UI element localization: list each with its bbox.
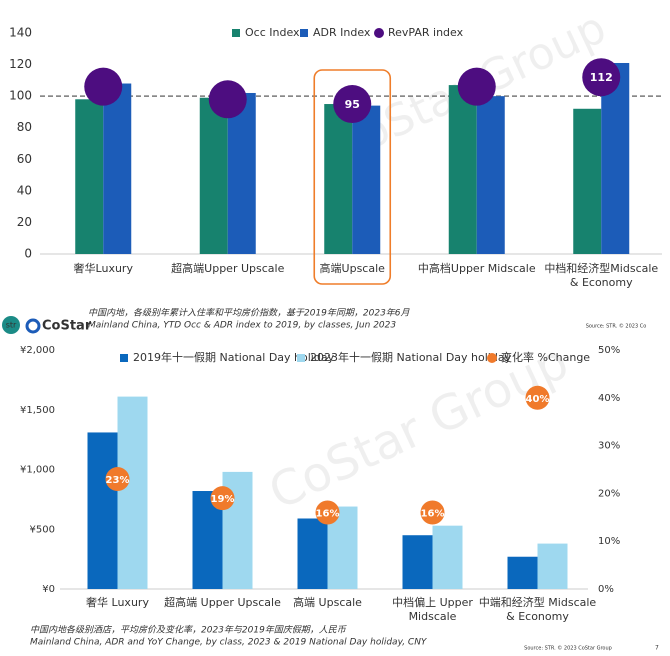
bar xyxy=(476,96,505,255)
bar xyxy=(432,525,463,589)
bar xyxy=(573,108,602,255)
y-tick-label: 20 xyxy=(17,215,32,229)
x-tick-label: 奢华 Luxury xyxy=(86,596,149,609)
bar xyxy=(87,432,118,589)
y2-tick-label: 10% xyxy=(598,536,620,547)
legend-label: 变化率 %Change xyxy=(501,350,590,364)
note: 中国内地各级别酒店，平均房价及变化率，2023年与2019年国庆假期，人民币 xyxy=(30,625,347,636)
bar xyxy=(537,543,568,589)
bar xyxy=(297,518,328,589)
dot xyxy=(333,85,372,124)
y2-tick-label: 30% xyxy=(598,441,620,452)
x-tick-label: 高端 Upscale xyxy=(293,596,362,609)
bar xyxy=(324,104,353,255)
bar xyxy=(448,85,477,254)
legend-swatch xyxy=(487,353,497,363)
bar xyxy=(117,396,148,589)
y-tick-label: ¥1,500 xyxy=(20,405,55,416)
bar xyxy=(227,92,256,254)
page-number: 7 xyxy=(655,645,659,652)
dot xyxy=(457,67,496,106)
source: Source: STR. © 2023 Co xyxy=(586,323,647,330)
y-tick-label: 100 xyxy=(9,89,32,103)
legend-swatch xyxy=(297,354,305,362)
data-label: 16% xyxy=(316,509,340,520)
label-box: 中端和经济型 Midscale & Economy xyxy=(478,596,597,623)
note: Mainland China, YTD Occ & ADR index to 2… xyxy=(88,321,396,331)
label-box: 超高端Upper Upscale xyxy=(171,262,285,275)
x-tick-label: 中档偏上 Upper Midscale xyxy=(392,596,473,623)
bar xyxy=(402,535,433,589)
x-tick-label: 中端和经济型 Midscale & Economy xyxy=(478,596,597,623)
bar xyxy=(199,97,228,254)
x-tick-label: 中档和经济型Midscale & Economy xyxy=(544,262,659,289)
label-box: 奢华Luxury xyxy=(73,262,133,275)
label-box: 中高档Upper Midscale xyxy=(417,262,536,275)
legend-label: 2019年十一假期 National Day holiday xyxy=(133,350,335,364)
bar xyxy=(103,83,132,254)
dot xyxy=(315,500,340,525)
legend-label: ADR Index xyxy=(313,26,371,39)
y2-tick-label: 20% xyxy=(598,488,620,499)
label-box: 高端 Upscale xyxy=(293,596,362,609)
y-tick-label: 60 xyxy=(17,152,32,166)
legend-label: Occ Index xyxy=(245,26,300,39)
bar xyxy=(75,99,104,254)
legend-label: RevPAR index xyxy=(388,26,464,39)
y-tick-label: ¥1,000 xyxy=(20,465,55,476)
costar-logo xyxy=(25,318,41,334)
label-box: 高端Upscale xyxy=(319,262,385,275)
y-tick-label: 40 xyxy=(17,183,32,197)
dot xyxy=(208,80,247,119)
x-tick-label: 中高档Upper Midscale xyxy=(417,262,536,275)
dot xyxy=(582,58,621,97)
x-tick-label: 超高端Upper Upscale xyxy=(171,262,285,275)
data-label: 95 xyxy=(345,98,360,111)
note: Mainland China, ADR and YoY Change, by c… xyxy=(30,638,428,648)
legend-label: 2023年十一假期 National Day holiday xyxy=(310,350,512,364)
x-tick-label: 高端Upscale xyxy=(319,262,385,275)
y-tick-label: ¥2,000 xyxy=(20,345,55,356)
highlight-box xyxy=(313,69,392,285)
y2-tick-label: 40% xyxy=(598,393,620,404)
y2-tick-label: 0% xyxy=(598,584,614,595)
y-tick-label: 0 xyxy=(24,247,32,261)
data-label: 40% xyxy=(526,394,550,405)
bar xyxy=(507,556,538,589)
dot xyxy=(84,67,123,106)
data-label: 16% xyxy=(421,509,445,520)
legend-swatch xyxy=(300,29,308,37)
dot xyxy=(525,385,550,410)
str-logo-text: str xyxy=(6,321,17,330)
source: Source: STR. © 2023 CoStar Group xyxy=(524,645,612,652)
label-box: 中档和经济型Midscale & Economy xyxy=(544,262,659,289)
dot xyxy=(105,467,130,492)
data-label: 112 xyxy=(590,71,613,84)
dot xyxy=(210,486,235,511)
data-label: 19% xyxy=(211,494,235,505)
y-tick-label: 140 xyxy=(9,26,32,40)
y2-tick-label: 50% xyxy=(598,345,620,356)
bar xyxy=(352,105,381,254)
str-logo xyxy=(2,316,20,334)
x-tick-label: 超高端 Upper Upscale xyxy=(164,596,281,609)
y-tick-label: ¥0 xyxy=(42,584,55,595)
costar-logo-text: CoStar xyxy=(42,319,92,334)
legend-swatch xyxy=(374,28,384,38)
y-tick-label: 80 xyxy=(17,120,32,134)
x-tick-label: 奢华Luxury xyxy=(73,262,133,275)
y-tick-label: 120 xyxy=(9,57,32,71)
legend-swatch xyxy=(232,29,240,37)
legend-swatch xyxy=(120,354,128,362)
note: 中国内地，各级别年累计入住率和平均房价指数，基于2019年同期，2023年6月 xyxy=(88,308,411,319)
y-tick-label: ¥500 xyxy=(30,524,55,535)
label-box: 超高端 Upper Upscale xyxy=(164,596,281,609)
label-box: 中档偏上 Upper Midscale xyxy=(392,596,473,623)
dot xyxy=(420,500,445,525)
label-box: 奢华 Luxury xyxy=(86,596,149,609)
data-label: 23% xyxy=(106,475,130,486)
